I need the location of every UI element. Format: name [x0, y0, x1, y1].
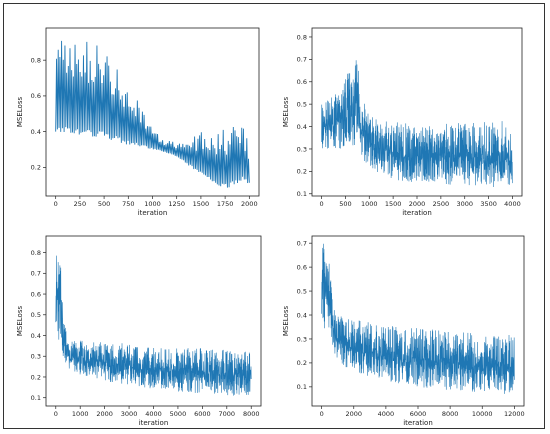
loss-chart-top-left: 0 250 500 750 1000 1250 1500 1750 2000 0.2 0.4 0.6 0… [16, 27, 260, 217]
x-tick-label: 10000 [472, 410, 493, 418]
x-axis-label: iteration [402, 209, 432, 217]
loss-series-line [55, 255, 252, 396]
y-axis-label: MSELoss [282, 306, 290, 337]
y-tick-label: 0.6 [297, 263, 307, 271]
x-tick-label: 0 [319, 200, 323, 208]
x-tick-label: 7000 [219, 410, 236, 418]
y-tick-label: 0.7 [297, 56, 307, 64]
x-tick-label: 500 [339, 200, 351, 208]
x-tick-label: 750 [122, 200, 134, 208]
loss-series-line [55, 40, 250, 188]
loss-chart-bottom-right: 0 2000 4000 6000 8000 10000 12000 0.1 0.2 0.3 0.4 0… [282, 235, 525, 427]
y-axis-label: MSELoss [282, 97, 290, 128]
x-axis-label: iteration [403, 419, 433, 427]
x-tick-label: 6000 [410, 410, 427, 418]
x-tick-label: 4000 [504, 200, 521, 208]
y-tick-label: 0.7 [31, 270, 41, 278]
y-tick-label: 0.1 [297, 190, 307, 198]
y-tick-label: 0.1 [31, 394, 41, 402]
y-tick-label: 0.2 [297, 168, 307, 176]
loss-series-line [321, 243, 515, 394]
x-tick-label: 0 [54, 410, 58, 418]
y-tick-label: 0.8 [31, 56, 41, 64]
x-tick-label: 8000 [243, 410, 260, 418]
x-tick-label: 1750 [217, 200, 234, 208]
x-axis-label: iteration [139, 419, 169, 427]
y-tick-label: 0.1 [297, 383, 307, 391]
y-tick-label: 0.6 [31, 92, 41, 100]
x-tick-label: 0 [320, 410, 324, 418]
x-tick-label: 6000 [194, 410, 211, 418]
x-tick-label: 4000 [378, 410, 395, 418]
x-tick-label: 2500 [433, 200, 450, 208]
x-tick-label: 2000 [96, 410, 113, 418]
y-tick-label: 0.3 [297, 335, 307, 343]
x-tick-label: 2000 [345, 410, 362, 418]
x-tick-label: 1000 [144, 200, 161, 208]
x-tick-label: 3500 [480, 200, 497, 208]
y-tick-label: 0.5 [297, 287, 307, 295]
x-tick-label: 500 [98, 200, 110, 208]
y-tick-label: 0.6 [31, 290, 41, 298]
y-tick-label: 0.5 [31, 311, 41, 319]
x-tick-label: 12000 [504, 410, 525, 418]
y-tick-label: 0.4 [297, 123, 307, 131]
x-tick-label: 4000 [145, 410, 162, 418]
x-tick-label: 2000 [241, 200, 258, 208]
x-tick-label: 1500 [193, 200, 210, 208]
x-tick-label: 1000 [361, 200, 378, 208]
y-tick-label: 0.2 [297, 359, 307, 367]
y-tick-label: 0.5 [297, 100, 307, 108]
x-tick-label: 1000 [72, 410, 89, 418]
x-tick-label: 0 [54, 200, 58, 208]
x-tick-label: 3000 [121, 410, 138, 418]
y-tick-label: 0.8 [31, 249, 41, 257]
y-tick-label: 0.2 [31, 373, 41, 381]
y-tick-label: 0.7 [297, 239, 307, 247]
loss-chart-top-right: 0 500 1000 1500 2000 2500 3000 3500 4000 0.1 0.2 0.… [282, 27, 523, 217]
y-tick-label: 0.4 [297, 311, 307, 319]
loss-chart-bottom-left: 0 1000 2000 3000 4000 5000 6000 7000 8000 0.1 0.2 0… [16, 235, 262, 427]
y-tick-label: 0.2 [31, 164, 41, 172]
x-tick-label: 250 [74, 200, 86, 208]
x-tick-label: 1250 [168, 200, 185, 208]
x-tick-label: 3000 [456, 200, 473, 208]
x-tick-label: 2000 [409, 200, 426, 208]
y-tick-label: 0.4 [31, 128, 41, 136]
figure-frame: 0 250 500 750 1000 1250 1500 1750 2000 0.2 0.4 0.6 0… [3, 3, 545, 429]
y-tick-label: 0.4 [31, 332, 41, 340]
plot-area-frame [311, 235, 525, 407]
x-tick-label: 1500 [385, 200, 402, 208]
y-tick-label: 0.6 [297, 78, 307, 86]
y-tick-label: 0.3 [297, 145, 307, 153]
y-axis-label: MSELoss [16, 306, 24, 337]
x-tick-label: 5000 [170, 410, 187, 418]
loss-series-line [321, 60, 513, 187]
y-tick-label: 0.8 [297, 33, 307, 41]
x-axis-label: iteration [138, 209, 168, 217]
y-axis-label: MSELoss [16, 97, 24, 128]
x-tick-label: 8000 [442, 410, 459, 418]
y-tick-label: 0.3 [31, 353, 41, 361]
